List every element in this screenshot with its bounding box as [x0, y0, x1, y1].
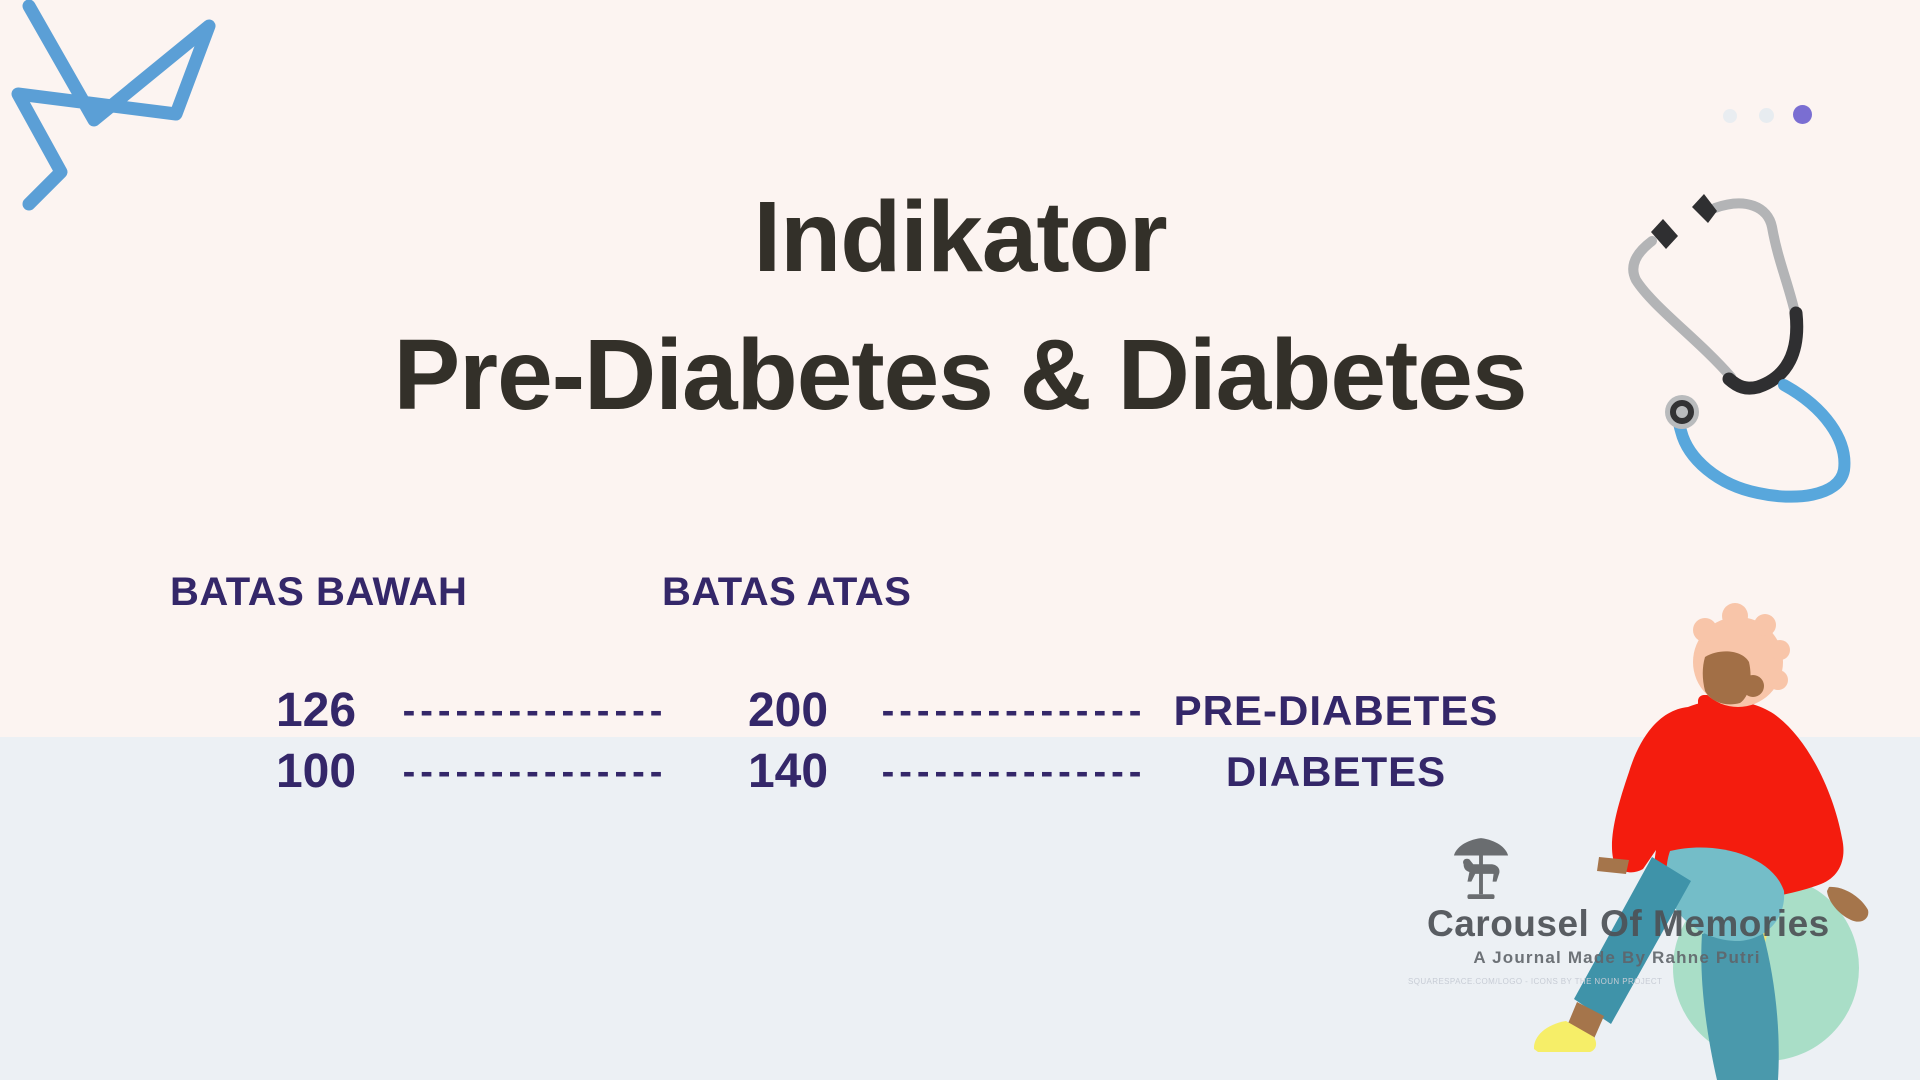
diabetes-label: DIABETES [1225, 748, 1447, 795]
dash-separator: --------------- [402, 690, 668, 732]
dash-separator: --------------- [881, 751, 1147, 793]
header-batas-bawah: BATAS BAWAH [170, 570, 468, 614]
person-left-hand [1597, 857, 1629, 874]
pulse-zigzag-icon [11, 0, 216, 211]
slide-title-line2: Pre-Diabetes & Diabetes [393, 319, 1527, 431]
pre-diabetes-label: PRE-DIABETES [1173, 687, 1499, 734]
logo-credit-watermark: SQUARESPACE.COM/LOGO - ICONS BY THE NOUN… [1408, 977, 1663, 986]
table-row-pre-diabetes: 126 --------------- 200 --------------- … [0, 682, 1920, 740]
person-lower-leg [1574, 857, 1691, 1024]
chest-piece [1665, 395, 1699, 429]
pagination-dot-3-active[interactable] [1793, 105, 1812, 124]
person-on-exercise-ball-illustration [1533, 603, 1869, 1080]
slide-title-line1: Indikator [753, 181, 1167, 293]
person-hair-bun [1742, 675, 1764, 697]
pre-diabetes-upper-bound: 200 [747, 684, 829, 737]
slide-title: Indikator Pre-Diabetes & Diabetes [0, 168, 1920, 444]
logo-tagline: A Journal Made By Rahne Putri [1473, 948, 1761, 967]
person-right-leg [1701, 927, 1779, 1080]
person-right-hand [1827, 886, 1869, 922]
person-shoe [1533, 1021, 1597, 1052]
person-face [1702, 651, 1751, 705]
table-row-diabetes: 100 --------------- 140 --------------- … [0, 743, 1920, 801]
dash-separator: --------------- [881, 690, 1147, 732]
dash-separator: --------------- [402, 751, 668, 793]
person-sweater [1611, 700, 1844, 901]
logo-wordmark: Carousel Of Memories [1427, 903, 1830, 944]
header-batas-atas: BATAS ATAS [662, 570, 912, 614]
pre-diabetes-lower-bound: 126 [275, 684, 357, 737]
earpiece-left [1651, 219, 1678, 249]
earpiece-right [1692, 194, 1717, 223]
carousel-horse-icon [1453, 838, 1509, 900]
diabetes-upper-bound: 140 [747, 745, 829, 798]
pagination-dot-1[interactable] [1723, 109, 1737, 123]
person-thigh [1666, 847, 1785, 942]
diabetes-lower-bound: 100 [275, 745, 357, 798]
stethoscope-icon [1628, 194, 1851, 503]
pagination-dot-2[interactable] [1759, 108, 1774, 123]
